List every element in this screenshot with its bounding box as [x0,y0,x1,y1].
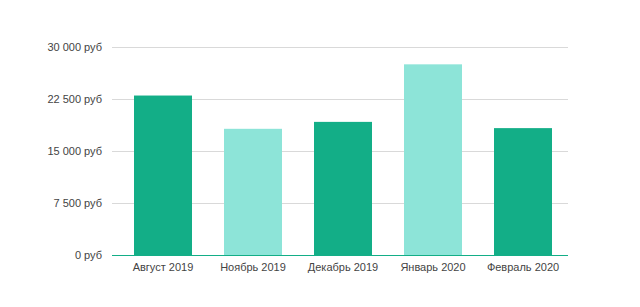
bar [314,122,372,255]
grid [112,47,568,255]
y-tick-label: 30 000 руб [47,41,102,53]
y-tick-label: 0 руб [75,249,102,261]
chart-container: 0 руб 7 500 руб 15 000 руб 22 500 руб 30 000… [0,0,640,307]
x-tick-label: Февраль 2020 [487,261,559,273]
y-tick-label: 7 500 руб [53,197,102,209]
x-tick-label: Ноябрь 2019 [220,261,286,273]
y-tick-label: 15 000 руб [47,145,102,157]
x-tick-label: Август 2019 [133,261,194,273]
y-tick-label: 22 500 руб [47,93,102,105]
grid-line [112,47,568,48]
x-tick-label: Декабрь 2019 [308,261,378,273]
bar [404,64,462,255]
bars [134,64,552,255]
x-axis-line [112,255,568,256]
bar [494,128,552,255]
x-tick-label: Январь 2020 [400,261,465,273]
grid-line [112,255,568,256]
bar [224,129,282,255]
bar [134,96,192,255]
chart: 0 руб 7 500 руб 15 000 руб 22 500 руб 30 000… [0,0,640,307]
